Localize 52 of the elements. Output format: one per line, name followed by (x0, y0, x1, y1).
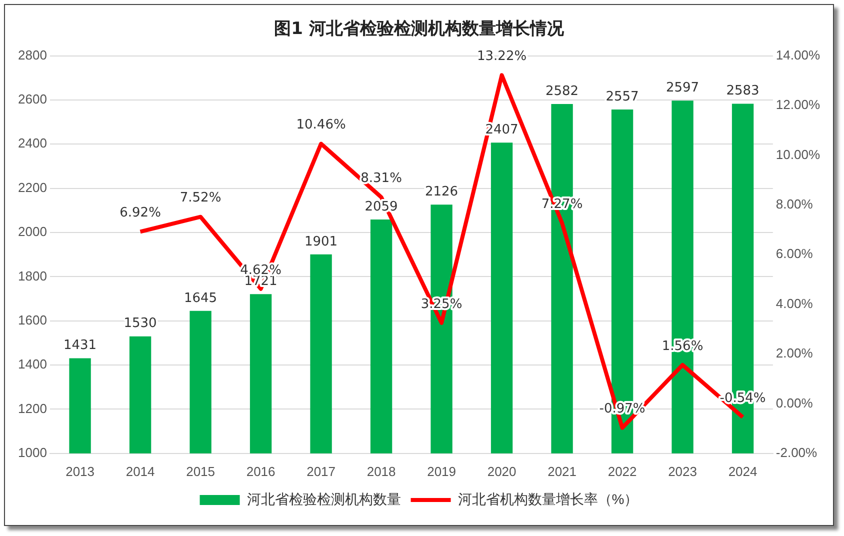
y-tick-label: 2600 (18, 92, 47, 107)
y-tick-label: 1200 (18, 400, 47, 416)
x-tick-label: 2014 (126, 464, 155, 479)
y2-tick-label: 10.00% (776, 146, 820, 162)
data-label: 1530 (124, 316, 157, 332)
data-label: 2583 (726, 84, 760, 99)
x-tick-label: 2024 (728, 464, 758, 479)
data-label: 6.92% (120, 206, 161, 221)
legend-label: 河北省检验检测机构数量 (246, 490, 401, 507)
x-tick-label: 2019 (427, 464, 456, 479)
y2-tick-label: -2.00% (776, 444, 818, 460)
y-tick-label: 1400 (18, 356, 47, 372)
data-label: 2126 (424, 184, 458, 200)
y2-tick-label: 4.00% (776, 296, 814, 311)
x-tick-label: 2023 (668, 464, 697, 479)
y-tick-label: 2000 (18, 224, 47, 240)
x-tick-label: 2015 (186, 464, 216, 479)
y2-tick-label: 14.00% (776, 47, 820, 62)
data-label: 2557 (606, 89, 639, 104)
data-label: 10.46% (296, 118, 346, 133)
x-tick-label: 2022 (608, 464, 637, 479)
data-label: 7.27% (541, 196, 583, 212)
x-tick-label: 2018 (366, 464, 396, 479)
x-tick-label: 2020 (487, 464, 516, 479)
y-tick-label: 2200 (18, 180, 47, 195)
data-label: 1645 (184, 290, 218, 306)
y-tick-label: 2800 (18, 47, 47, 62)
x-tick-label: 2013 (66, 464, 95, 479)
x-tick-label: 2021 (548, 464, 576, 479)
y2-tick-label: 0.00% (776, 395, 814, 410)
chart-title: 图1 河北省检验检测机构数量增长情况 (273, 18, 565, 40)
y-tick-label: 1600 (18, 312, 47, 328)
legend-label: 河北省机构数量增长率（%） (458, 490, 638, 507)
y2-tick-label: 12.00% (776, 97, 820, 112)
data-label: 13.22% (477, 49, 527, 64)
x-tick-label: 2017 (306, 464, 336, 479)
y2-tick-label: 8.00% (776, 196, 814, 212)
y-tick-label: 1800 (18, 268, 47, 284)
data-label: 1901 (304, 234, 338, 250)
data-label: -0.54% (720, 390, 766, 406)
data-label: 2597 (666, 80, 700, 96)
y2-tick-label: 2.00% (776, 346, 814, 361)
y-tick-label: 1000 (18, 444, 47, 460)
data-label: 7.52% (180, 190, 222, 206)
data-label: 8.31% (360, 171, 402, 186)
data-label: -0.97% (599, 402, 646, 417)
data-label: 3.25% (420, 296, 462, 312)
data-label: 2582 (545, 84, 579, 99)
y-tick-label: 2400 (18, 136, 47, 151)
y2-tick-label: 6.00% (776, 246, 814, 262)
x-tick-label: 2016 (246, 464, 276, 479)
data-label: 1431 (64, 338, 97, 354)
